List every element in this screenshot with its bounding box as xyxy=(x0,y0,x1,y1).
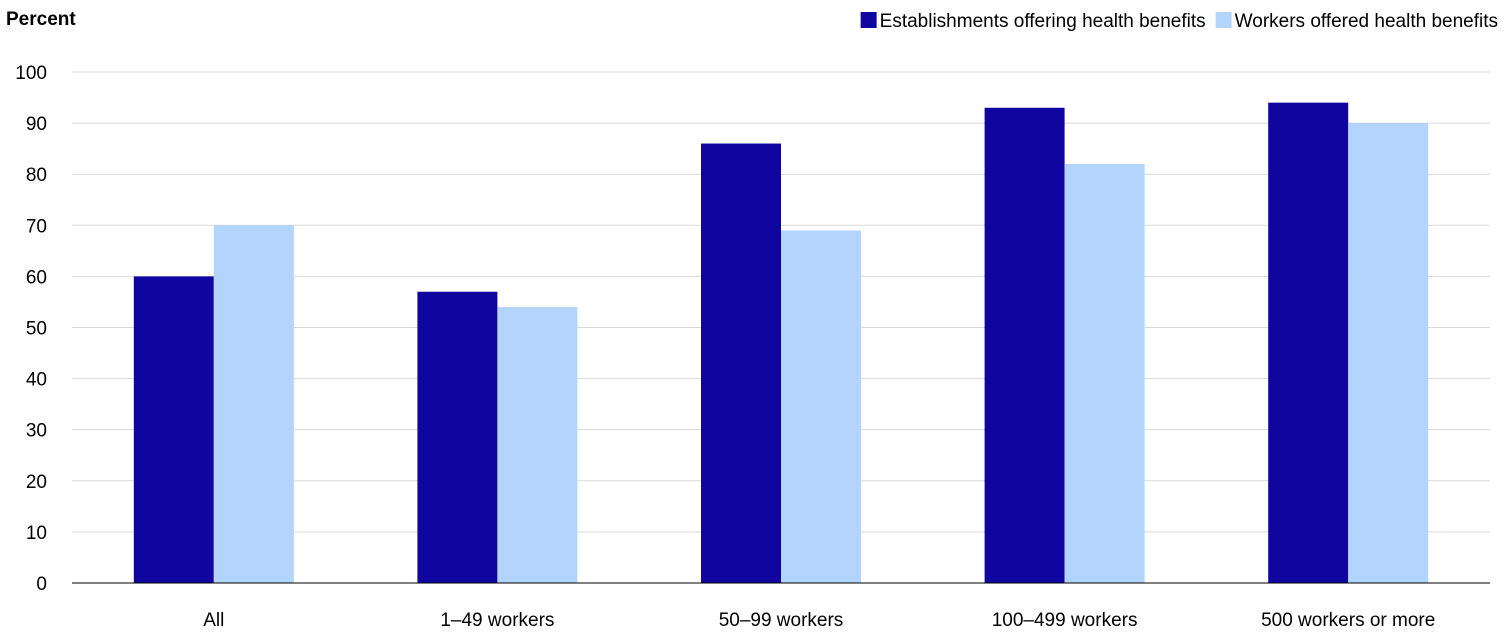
y-axis-ticks: 0 10 20 30 40 50 60 70 80 90 100 xyxy=(15,63,47,595)
bar-series1-cat4 xyxy=(1348,123,1429,583)
bar-series1-cat0 xyxy=(213,225,294,584)
bar-series0-cat3 xyxy=(984,107,1065,584)
x-tick-label-0: All xyxy=(203,610,224,631)
y-tick-label-40: 40 xyxy=(26,370,47,391)
bar-series0-cat2 xyxy=(701,143,781,584)
x-tick-label-4: 500 workers or more xyxy=(1261,610,1435,631)
bar-series1-cat2 xyxy=(781,230,861,583)
legend: Establishments offering health benefits W… xyxy=(860,11,1498,32)
bars xyxy=(133,102,1429,584)
legend-swatch-0 xyxy=(860,12,877,28)
y-tick-label-70: 70 xyxy=(26,216,47,237)
x-axis-labels: All 1–49 workers 50–99 workers 100–499 work… xyxy=(203,610,1435,631)
bar-series0-cat4 xyxy=(1268,102,1349,583)
y-tick-label-100: 100 xyxy=(15,63,47,84)
legend-swatch-1 xyxy=(1215,12,1232,28)
y-axis-label: Percent xyxy=(6,9,76,30)
bar-series1-cat3 xyxy=(1064,163,1145,584)
y-tick-label-30: 30 xyxy=(26,421,47,442)
y-tick-label-90: 90 xyxy=(26,114,47,135)
bar-series0-cat1 xyxy=(417,291,498,583)
y-tick-label-60: 60 xyxy=(26,267,47,288)
y-tick-label-20: 20 xyxy=(26,472,47,493)
legend-label-0: Establishments offering health benefits xyxy=(880,11,1206,32)
y-tick-label-0: 0 xyxy=(36,574,47,595)
y-tick-label-50: 50 xyxy=(26,319,47,340)
x-tick-label-1: 1–49 workers xyxy=(440,610,554,631)
bar-series1-cat1 xyxy=(497,307,578,583)
x-tick-label-2: 50–99 workers xyxy=(719,610,844,631)
y-tick-label-10: 10 xyxy=(26,523,47,544)
bar-series0-cat0 xyxy=(133,276,214,583)
x-tick-label-3: 100–499 workers xyxy=(992,610,1138,631)
y-tick-label-80: 80 xyxy=(26,165,47,186)
legend-label-1: Workers offered health benefits xyxy=(1235,11,1498,32)
